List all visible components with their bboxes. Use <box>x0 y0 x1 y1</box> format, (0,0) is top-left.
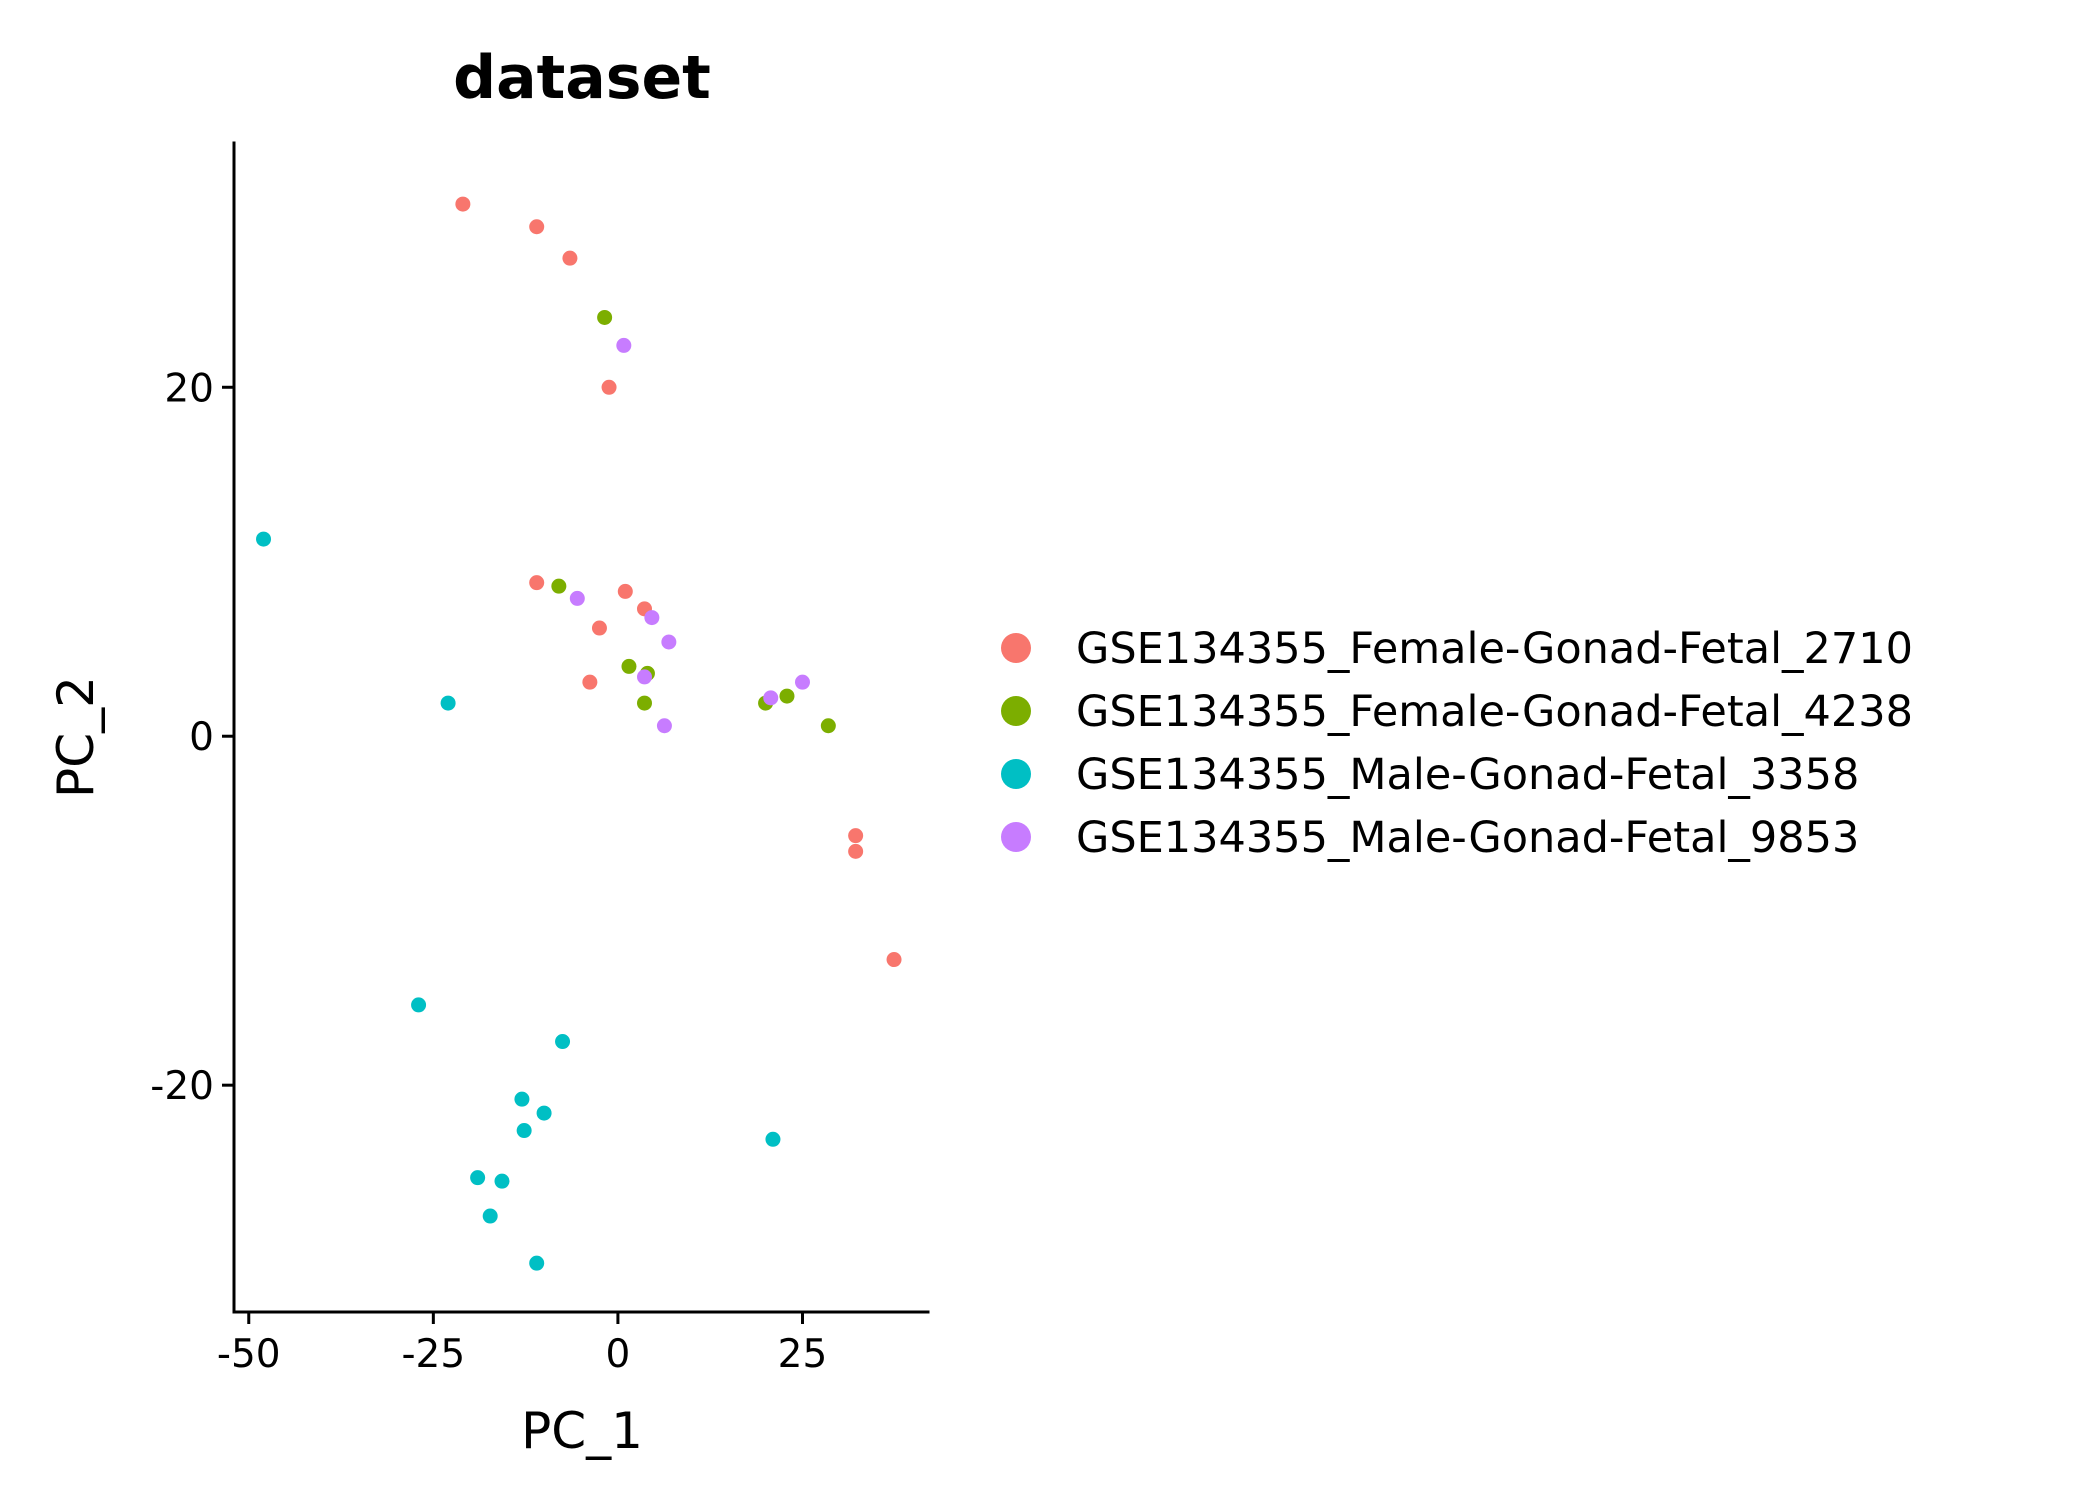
data-point <box>455 196 471 212</box>
data-point <box>514 1091 530 1107</box>
x-tick-label: -25 <box>401 1332 465 1377</box>
data-point <box>621 658 637 674</box>
data-point <box>582 674 598 690</box>
data-point <box>779 688 795 704</box>
chart-title: dataset <box>453 43 711 113</box>
legend-key <box>1001 633 1031 663</box>
y-ticks: -20 0 20 <box>150 366 234 1109</box>
data-point <box>616 337 632 353</box>
legend-label: GSE134355_Male-Gonad-Fetal_9853 <box>1076 813 1859 863</box>
data-point <box>555 1034 571 1050</box>
plot-points <box>256 196 902 1271</box>
legend-key <box>1001 822 1031 852</box>
data-point <box>482 1208 498 1224</box>
legend: GSE134355_Female-Gonad-Fetal_2710 GSE1343… <box>1001 624 1913 863</box>
data-point <box>601 379 617 395</box>
data-point <box>636 695 652 711</box>
data-point <box>591 620 607 636</box>
data-point <box>820 718 836 734</box>
data-point <box>644 610 660 626</box>
data-point <box>470 1170 486 1186</box>
data-point <box>494 1173 510 1189</box>
data-point <box>617 583 633 599</box>
data-point <box>536 1105 552 1121</box>
data-point <box>765 1131 781 1147</box>
y-tick-label: 0 <box>189 715 214 760</box>
y-tick-label: -20 <box>150 1064 214 1109</box>
legend-key <box>1001 759 1031 789</box>
y-axis-title: PC_2 <box>47 676 105 798</box>
data-point <box>440 695 456 711</box>
data-point <box>886 952 902 968</box>
axes: -50 -25 0 25 -20 0 20 <box>150 141 930 1377</box>
data-point <box>529 219 545 235</box>
data-point <box>848 843 864 859</box>
data-point <box>256 531 272 547</box>
data-point <box>636 669 652 685</box>
legend-key <box>1001 696 1031 726</box>
data-point <box>562 250 578 266</box>
x-axis-title: PC_1 <box>521 1402 643 1460</box>
x-tick-label: 25 <box>778 1332 828 1377</box>
y-tick-label: 20 <box>164 366 214 411</box>
data-point <box>516 1123 532 1139</box>
data-point <box>551 578 567 594</box>
data-point <box>661 634 677 650</box>
x-tick-label: 0 <box>606 1332 631 1377</box>
data-point <box>848 828 864 844</box>
data-point <box>763 690 779 706</box>
data-point <box>529 1255 545 1271</box>
data-point <box>656 718 672 734</box>
x-ticks: -50 -25 0 25 <box>217 1312 827 1377</box>
data-point <box>569 590 585 606</box>
x-tick-label: -50 <box>217 1332 281 1377</box>
legend-label: GSE134355_Female-Gonad-Fetal_2710 <box>1076 624 1913 674</box>
data-point <box>597 309 613 325</box>
data-point <box>529 575 545 591</box>
legend-label: GSE134355_Male-Gonad-Fetal_3358 <box>1076 750 1859 800</box>
data-point <box>411 997 427 1013</box>
legend-label: GSE134355_Female-Gonad-Fetal_4238 <box>1076 687 1913 737</box>
data-point <box>794 674 810 690</box>
